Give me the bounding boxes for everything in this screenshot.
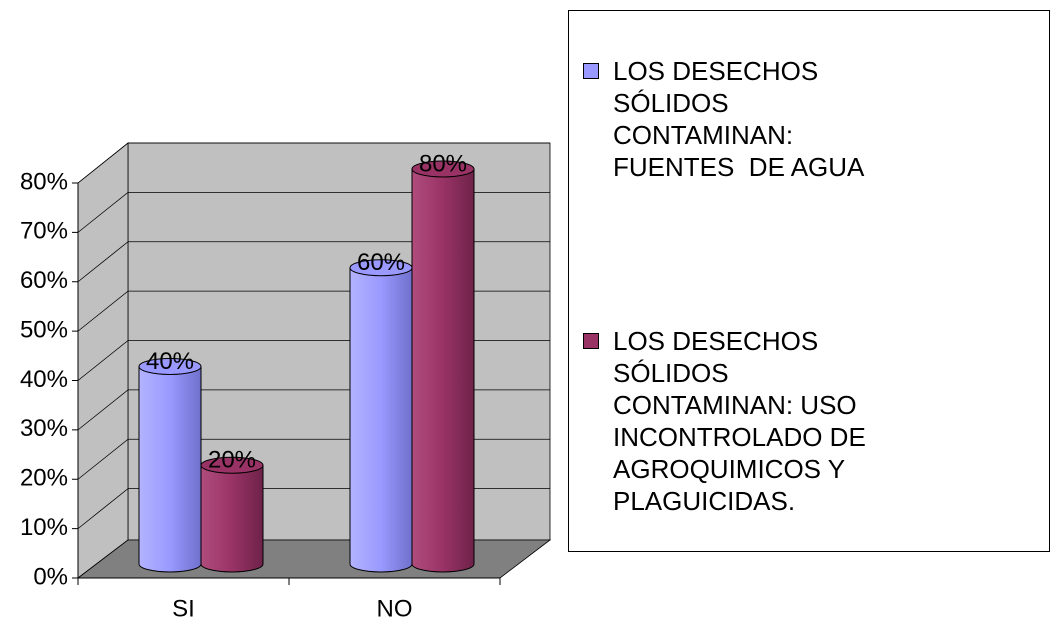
y-tick-label: 0% — [33, 563, 68, 590]
bar — [200, 456, 264, 573]
bar-top — [200, 456, 264, 474]
grid-line — [77, 241, 129, 283]
grid-line — [77, 488, 129, 529]
bar — [411, 160, 475, 573]
grid-line — [77, 438, 129, 480]
grid-line — [77, 340, 129, 381]
legend-entry: LOS DESECHOS SÓLIDOS CONTAMINAN: USO INC… — [583, 325, 913, 517]
legend-swatch — [583, 333, 599, 349]
legend-label: LOS DESECHOS SÓLIDOS CONTAMINAN: USO INC… — [613, 326, 872, 516]
y-tick-label: 40% — [20, 366, 68, 393]
legend: LOS DESECHOS SÓLIDOS CONTAMINAN: FUENTES… — [568, 10, 1050, 552]
x-tick-label: NO — [377, 595, 413, 622]
bar — [349, 259, 413, 573]
bar-top — [138, 358, 202, 375]
y-tick-label: 30% — [20, 415, 68, 442]
x-tick-label: SI — [172, 595, 195, 622]
y-tick-label: 20% — [20, 465, 68, 492]
legend-swatch — [583, 63, 599, 79]
grid-line — [77, 290, 129, 332]
y-tick-label: 60% — [20, 267, 68, 294]
y-tick-label: 70% — [20, 218, 68, 245]
value-label: 20% — [208, 447, 256, 474]
bar-body — [138, 366, 202, 573]
bar-body — [200, 464, 264, 573]
grid-line — [77, 192, 129, 233]
legend-entry: LOS DESECHOS SÓLIDOS CONTAMINAN: FUENTES… — [583, 55, 913, 183]
bar-body — [411, 168, 475, 573]
bar — [138, 358, 202, 573]
y-tick-label: 50% — [20, 316, 68, 343]
grid-line — [77, 389, 129, 431]
bar-body — [349, 267, 413, 573]
bar-top — [411, 160, 475, 178]
grid-line — [77, 142, 129, 184]
value-label: 60% — [357, 249, 405, 276]
value-label: 40% — [146, 348, 194, 375]
y-tick-label: 80% — [20, 168, 68, 195]
value-label: 80% — [419, 150, 467, 177]
legend-label: LOS DESECHOS SÓLIDOS CONTAMINAN: FUENTES… — [613, 56, 865, 182]
y-tick-label: 10% — [20, 514, 68, 541]
